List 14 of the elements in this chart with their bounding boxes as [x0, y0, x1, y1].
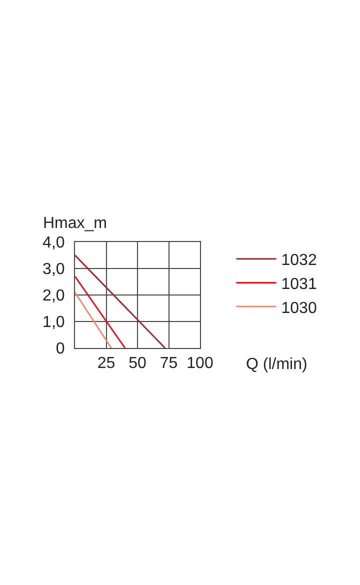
y-tick-label: 3,0	[42, 261, 65, 278]
y-tick-label: 0	[56, 340, 65, 358]
y-tick-label: 4,0	[42, 234, 65, 252]
x-tick-label: 75	[160, 355, 178, 372]
legend-label: 1030	[281, 300, 317, 317]
y-tick-label: 2,0	[42, 288, 65, 305]
x-tick-label: 50	[128, 355, 146, 372]
legend-label: 1032	[281, 252, 317, 270]
legend-label: 1031	[281, 276, 317, 293]
x-axis-title: Q (l/min)	[246, 356, 308, 373]
x-tick-label: 25	[97, 355, 116, 372]
y-axis-title: Hmax_m	[43, 215, 108, 232]
x-tick-label: 100	[186, 355, 214, 372]
y-tick-label: 1,0	[42, 314, 65, 332]
